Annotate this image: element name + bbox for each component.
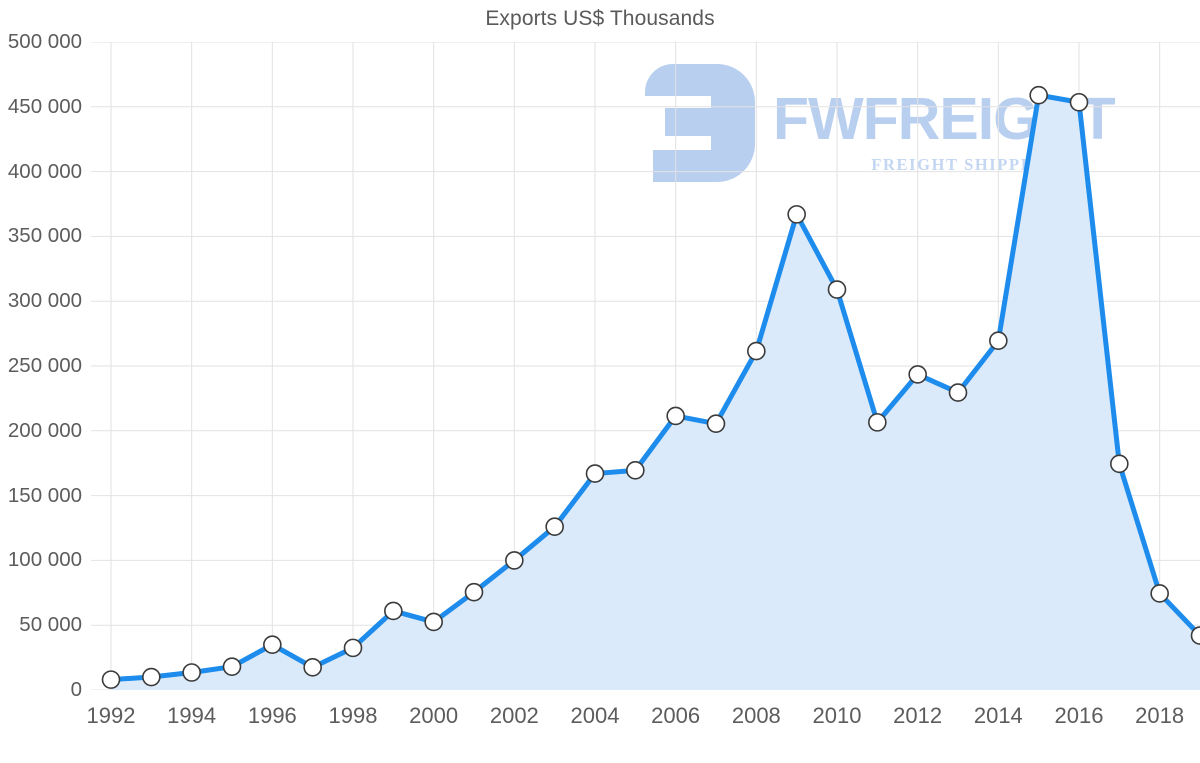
data-point-marker[interactable] [303, 658, 322, 677]
data-point-marker[interactable] [1029, 85, 1048, 105]
y-axis-tick-label: 350 000 [7, 224, 82, 248]
chart-title: Exports US$ Thousands [485, 7, 715, 30]
data-point-marker[interactable] [1069, 92, 1089, 112]
y-axis-tick-label: 500 000 [7, 30, 82, 53]
x-axis-tick-label: 1992 [86, 703, 136, 728]
data-point-marker[interactable] [868, 413, 887, 432]
data-point-marker[interactable] [182, 663, 201, 682]
series-line [108, 92, 1200, 683]
x-axis-tick-label: 2000 [409, 703, 459, 728]
y-axis-tick-label: 200 000 [7, 418, 82, 442]
chart-plot-svg [91, 42, 1200, 690]
y-axis-tick-label: 0 [70, 678, 82, 701]
data-point-marker[interactable] [1110, 454, 1129, 474]
data-point-marker[interactable] [827, 280, 847, 299]
data-point-marker[interactable] [1190, 626, 1200, 645]
x-axis-tick-label: 2008 [731, 703, 781, 728]
data-point-marker[interactable] [384, 601, 403, 621]
y-axis-tick-label: 50 000 [19, 613, 82, 637]
data-point-marker[interactable] [464, 582, 484, 602]
y-axis-tick-label: 100 000 [7, 548, 82, 572]
y-axis-tick-label: 250 000 [7, 354, 82, 377]
data-point-marker[interactable] [787, 205, 806, 224]
x-axis-tick-label: 1998 [328, 703, 378, 728]
y-axis-tick-label: 450 000 [7, 94, 82, 118]
x-axis-tick-label: 2014 [973, 703, 1023, 728]
x-axis-tick-label: 2002 [489, 703, 539, 728]
data-point-marker[interactable] [747, 341, 766, 361]
data-point-marker[interactable] [908, 365, 927, 384]
data-point-marker[interactable] [101, 670, 121, 689]
data-point-marker[interactable] [1150, 584, 1169, 603]
series-data-point-markers [101, 85, 1200, 689]
x-axis-tick-label: 2010 [812, 703, 862, 728]
x-axis-tick-label: 1994 [167, 703, 217, 728]
series-area-fill [111, 95, 1200, 690]
y-axis-tick-label: 300 000 [7, 289, 82, 313]
data-point-marker[interactable] [948, 383, 968, 402]
x-axis-tick-label: 2012 [893, 703, 943, 728]
data-point-marker[interactable] [585, 464, 605, 483]
data-point-marker[interactable] [263, 635, 282, 654]
data-point-marker[interactable] [666, 406, 685, 426]
data-point-marker[interactable] [505, 551, 524, 570]
x-axis-tick-label: 1996 [247, 703, 297, 728]
x-axis-tick-label: 2006 [651, 703, 701, 728]
data-point-marker[interactable] [222, 657, 242, 676]
x-axis-tick-label: 2016 [1054, 703, 1104, 728]
data-point-marker[interactable] [343, 638, 363, 658]
y-axis-tick-label: 400 000 [7, 159, 82, 183]
data-point-marker[interactable] [424, 612, 443, 632]
data-point-marker[interactable] [545, 517, 564, 537]
data-point-marker[interactable] [142, 667, 161, 687]
y-axis-tick-label: 150 000 [7, 483, 82, 507]
x-axis-tick-label: 2018 [1135, 703, 1185, 728]
x-axis-tick-label: 2004 [570, 703, 620, 728]
plot-area [91, 42, 1200, 690]
data-point-marker[interactable] [626, 461, 645, 480]
data-point-marker[interactable] [706, 414, 726, 433]
data-point-marker[interactable] [989, 331, 1008, 351]
